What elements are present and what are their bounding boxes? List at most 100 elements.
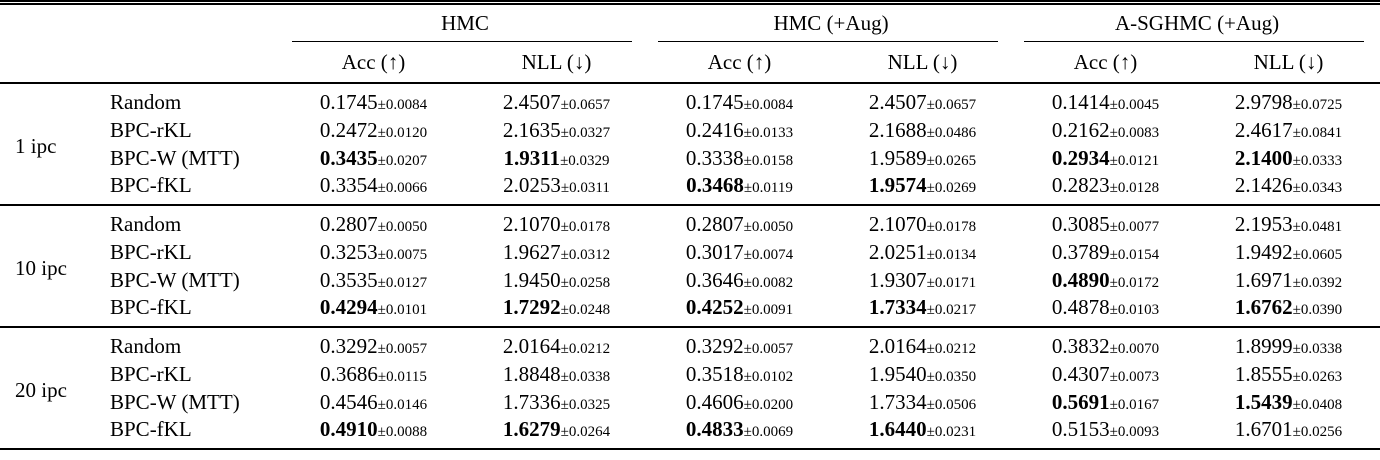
metric-mean: 2.0251 [868,239,927,264]
method-label: BPC-W (MTT) [110,389,240,414]
metric-cell: 2.4617±0.0841 [1197,116,1380,144]
table-row: 20 ipc Random 0.3292±0.0057 2.0164±0.0212 0.… [0,326,1380,449]
table-row: BPC-W (MTT) 0.4546±0.0146 1.7336±0.0325 0.4… [0,388,1380,416]
table-row: BPC-rKL 0.2472±0.0120 2.1635±0.0327 0.2416±… [0,116,1380,144]
metric-mean: 1.9492 [1234,239,1293,264]
metric-mean: 2.4507 [868,90,927,114]
metric-mean: 1.7334 [868,389,927,414]
metric-mean: 0.2416 [685,117,744,142]
method-label: BPC-rKL [110,239,192,264]
metric-mean: 0.3646 [685,267,744,292]
metric-std: ±0.0074 [743,246,794,263]
method-label: BPC-fKL [110,173,192,197]
metric-std: ±0.0256 [1292,424,1343,440]
metric-std: ±0.0178 [560,219,611,235]
metric-mean: 1.6762 [1234,295,1293,319]
col-group-hmc: HMC [282,3,648,42]
metric-std: ±0.0212 [560,341,611,357]
metric-mean: 0.5691 [1051,389,1110,414]
method-label: BPC-W (MTT) [110,145,240,170]
metric-mean: 2.1400 [1234,145,1293,170]
metric-cell: 0.2416±0.0133 [648,116,831,144]
sub-header-nll: NLL (↓) [887,49,958,74]
metric-std: ±0.0115 [377,368,427,385]
metric-cell: 1.6279±0.0264 [465,416,648,449]
metric-mean: 1.9307 [868,267,927,292]
method-label: BPC-rKL [110,361,192,386]
metric-std: ±0.0103 [1109,302,1160,318]
metric-cell: 2.4507±0.0657 [831,82,1015,116]
metric-std: ±0.0200 [743,396,794,413]
metric-cell: 2.9798±0.0725 [1197,82,1380,116]
metric-cell: 2.0251±0.0134 [831,238,1014,266]
metric-cell: 0.3686±0.0115 [282,360,465,388]
metric-cell: 0.2823±0.0128 [1014,172,1197,205]
metric-std: ±0.0050 [743,219,794,235]
metric-std: ±0.0338 [1292,341,1343,357]
metric-std: ±0.0093 [1109,424,1160,440]
metric-cell: 1.5439±0.0408 [1197,388,1380,416]
group-header-row: HMC HMC (+Aug) A-SGHMC (+Aug) [0,3,1380,43]
metric-mean: 0.3292 [685,334,744,358]
metric-std: ±0.0269 [926,180,977,196]
metric-mean: 1.6279 [502,417,561,441]
metric-std: ±0.0073 [1109,368,1160,385]
metric-cell: 1.8555±0.0263 [1197,360,1380,388]
metric-std: ±0.0312 [560,246,611,263]
sub-header-nll: NLL (↓) [521,49,592,74]
metric-cell: 0.3535±0.0127 [282,266,465,294]
metric-mean: 1.9589 [868,145,927,170]
metric-std: ±0.0217 [926,302,977,318]
metric-cell: 0.3518±0.0102 [648,360,831,388]
metric-std: ±0.0231 [926,424,977,440]
metric-std: ±0.0167 [1109,396,1160,413]
metric-mean: 0.3789 [1051,239,1110,264]
metric-mean: 2.1635 [502,117,561,142]
sub-header-acc: Acc (↑) [341,49,406,74]
header-spacer [0,42,282,83]
metric-cell: 0.4890±0.0172 [1014,266,1197,294]
metric-cell: 0.5691±0.0167 [1014,388,1197,416]
metric-mean: 2.4617 [1234,117,1293,142]
metric-cell: 0.4878±0.0103 [1014,294,1197,327]
metric-std: ±0.0128 [1109,180,1160,196]
metric-std: ±0.0178 [926,219,977,235]
metric-std: ±0.0212 [926,341,977,357]
header-spacer [0,3,282,43]
metric-std: ±0.0171 [926,274,977,291]
row-group-label: 1 ipc [0,82,96,205]
table-row: BPC-fKL 0.4910±0.0088 1.6279±0.0264 0.4833±… [0,416,1380,449]
metric-cell: 1.8999±0.0338 [1197,326,1380,360]
metric-mean: 0.3017 [685,239,744,264]
metric-mean: 0.2472 [319,117,378,142]
metric-cell: 1.7292±0.0248 [465,294,648,327]
metric-cell: 2.0253±0.0311 [465,172,648,205]
results-table-body: 1 ipc Random 0.1745±0.0084 2.4507±0.0657 0.1… [0,82,1380,449]
metric-std: ±0.0070 [1109,341,1160,357]
metric-std: ±0.0265 [926,152,977,169]
metric-mean: 0.4890 [1051,267,1110,292]
metric-std: ±0.0101 [377,302,428,318]
metric-mean: 1.7336 [502,389,561,414]
metric-cell: 0.2934±0.0121 [1014,144,1197,172]
metric-cell: 2.1688±0.0486 [831,116,1014,144]
metric-std: ±0.0390 [1292,302,1343,318]
metric-cell: 1.9627±0.0312 [465,238,648,266]
cmidrule [292,41,633,42]
metric-std: ±0.0329 [560,152,610,169]
metric-std: ±0.0248 [560,302,611,318]
metric-cell: 1.6762±0.0390 [1197,294,1380,327]
metric-cell: 0.4307±0.0073 [1014,360,1197,388]
metric-std: ±0.0069 [743,424,794,440]
metric-std: ±0.0486 [926,124,977,141]
metric-std: ±0.0657 [926,97,977,113]
metric-cell: 0.4294±0.0101 [282,294,465,327]
metric-std: ±0.0045 [1109,97,1160,113]
row-group-label: 10 ipc [0,204,96,327]
metric-cell: 2.1400±0.0333 [1197,144,1380,172]
metric-mean: 2.0253 [503,173,561,197]
metric-cell: 1.9492±0.0605 [1197,238,1380,266]
metric-mean: 2.1426 [1234,173,1293,197]
metric-mean: 0.4252 [685,295,744,319]
table-row: BPC-W (MTT) 0.3535±0.0127 1.9450±0.0258 0.3… [0,266,1380,294]
